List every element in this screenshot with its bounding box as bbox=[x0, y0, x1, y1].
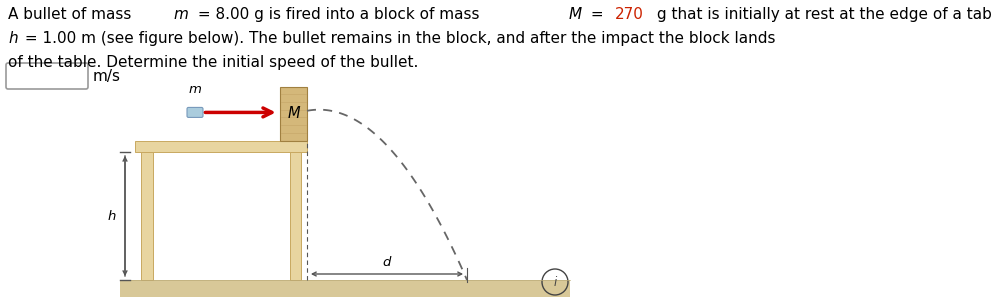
Text: A bullet of mass: A bullet of mass bbox=[8, 7, 136, 22]
Bar bbox=[290, 152, 301, 280]
Text: h: h bbox=[108, 209, 116, 223]
Bar bbox=[135, 140, 307, 152]
Text: 270: 270 bbox=[615, 7, 644, 22]
Text: g that is initially at rest at the edge of a table of height: g that is initially at rest at the edge … bbox=[652, 7, 992, 22]
Text: = 8.00 g is fired into a block of mass: = 8.00 g is fired into a block of mass bbox=[192, 7, 484, 22]
Text: =: = bbox=[585, 7, 608, 22]
Text: M: M bbox=[568, 7, 581, 22]
Text: m: m bbox=[188, 83, 201, 96]
Text: m/s: m/s bbox=[93, 68, 121, 84]
Text: of the table. Determine the initial speed of the bullet.: of the table. Determine the initial spee… bbox=[8, 55, 419, 70]
Bar bbox=[120, 280, 570, 297]
FancyBboxPatch shape bbox=[187, 107, 203, 117]
Text: M: M bbox=[288, 106, 300, 121]
Text: h: h bbox=[8, 31, 18, 46]
Text: i: i bbox=[554, 276, 557, 289]
Bar bbox=[280, 87, 307, 140]
Bar bbox=[141, 152, 153, 280]
Text: m: m bbox=[174, 7, 188, 22]
FancyBboxPatch shape bbox=[6, 63, 88, 89]
Text: = 1.00 m (see figure below). The bullet remains in the block, and after the impa: = 1.00 m (see figure below). The bullet … bbox=[21, 31, 781, 46]
Text: d: d bbox=[383, 256, 391, 269]
